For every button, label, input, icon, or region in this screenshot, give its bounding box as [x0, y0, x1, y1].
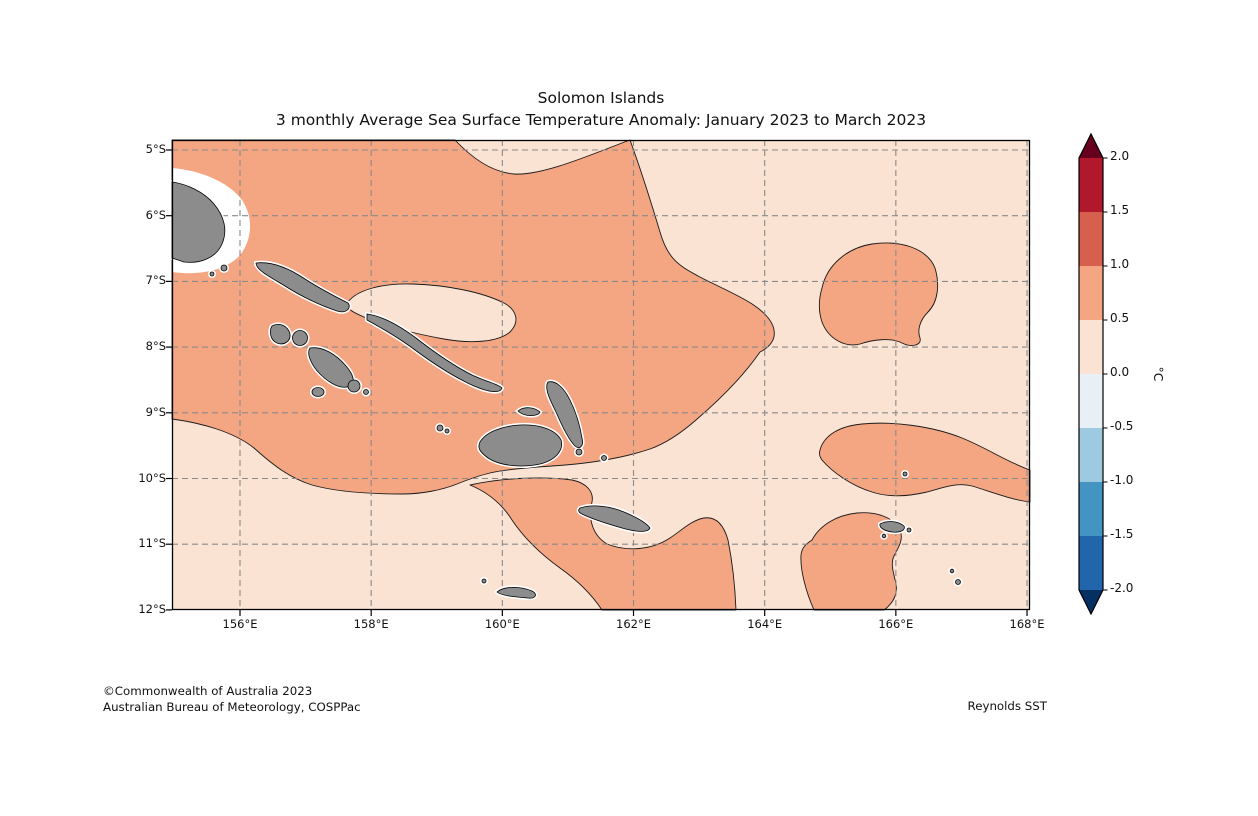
lon-tick-label: 160°E	[484, 617, 520, 631]
lon-tick-label: 162°E	[616, 617, 651, 631]
lon-tick-label: 156°E	[222, 617, 258, 631]
lat-tick-label: 11°S	[138, 536, 166, 551]
title-line2: 3 monthly Average Sea Surface Temperatur…	[275, 111, 927, 129]
colorbar-block	[1079, 320, 1103, 374]
colorbar-tick-label: 1.5	[1110, 203, 1130, 217]
colorbar-tick-label: -1.5	[1110, 527, 1134, 541]
warm-region-southeast	[800, 512, 902, 611]
colorbar-block	[1079, 158, 1103, 212]
lat-tick-label: 12°S	[138, 601, 166, 616]
colorbar-unit-label: °C	[1151, 366, 1166, 382]
lat-tick-label: 10°S	[138, 470, 166, 485]
colorbar-tick-label: 0.0	[1110, 365, 1130, 379]
map-frame	[171, 139, 1031, 611]
cool-patch-between-choiseul-isabel	[346, 283, 517, 343]
colorbar-under-arrow	[1079, 590, 1103, 614]
lon-tick-label: 166°E	[878, 617, 914, 631]
lat-tick-label: 6°S	[145, 207, 166, 222]
figure-title: Solomon Islands 3 monthly Average Sea Su…	[172, 87, 1030, 131]
lon-tick-label: 158°E	[353, 617, 389, 631]
colorbar	[1078, 132, 1108, 616]
colorbar-tick-label: 2.0	[1110, 149, 1130, 163]
warm-region-east	[818, 422, 1031, 503]
warm-region-northeast	[818, 242, 939, 346]
footer-data-source: Reynolds SST	[967, 699, 1047, 713]
colorbar-block	[1079, 374, 1103, 428]
colorbar-block	[1079, 482, 1103, 536]
colorbar-block	[1079, 428, 1103, 482]
colorbar-tick-label: -1.0	[1110, 473, 1134, 487]
title-line1: Solomon Islands	[537, 89, 665, 107]
footer-attribution: ©Commonwealth of Australia 2023 Australi…	[103, 684, 361, 715]
colorbar-over-arrow	[1079, 134, 1103, 158]
lat-tick-label: 8°S	[145, 339, 166, 354]
footer-agency: Australian Bureau of Meteorology, COSPPa…	[103, 699, 361, 714]
axis-ticks	[166, 149, 1028, 616]
colorbar-block	[1079, 536, 1103, 590]
lat-tick-label: 5°S	[145, 142, 166, 156]
lon-tick-label: 164°E	[747, 617, 783, 631]
colorbar-block	[1079, 212, 1103, 266]
footer-copyright: ©Commonwealth of Australia 2023	[103, 684, 313, 698]
lat-tick-label: 9°S	[145, 404, 166, 419]
lat-tick-label: 7°S	[145, 273, 166, 288]
colorbar-block	[1079, 266, 1103, 320]
colorbar-tick-label: -0.5	[1110, 419, 1134, 433]
lon-tick-label: 168°E	[1009, 617, 1045, 631]
colorbar-tick-label: 0.5	[1110, 311, 1130, 325]
sst-anomaly-map	[166, 139, 1031, 616]
colorbar-tick-label: 1.0	[1110, 257, 1130, 271]
colorbar-tick-label: -2.0	[1110, 581, 1134, 595]
